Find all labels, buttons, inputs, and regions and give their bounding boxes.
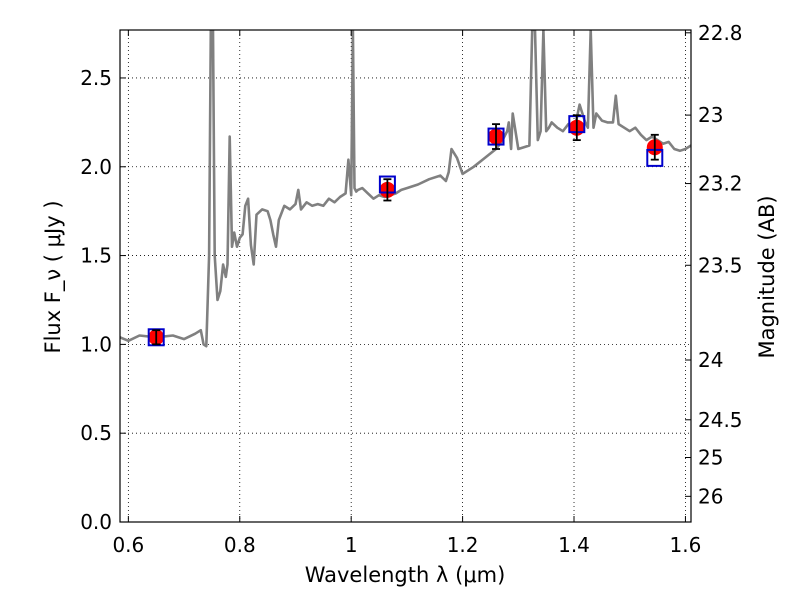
y-tick-label: 2.5: [80, 66, 112, 90]
spectrum-line: [120, 30, 691, 348]
x-tick-label: 1: [345, 533, 358, 557]
magnitude-axis-ticks: 22.8 23 23.2 23.5 24 24.5 25 26: [685, 21, 743, 508]
x-tick-label: 1.4: [558, 533, 590, 557]
x-tick-label: 0.8: [224, 533, 256, 557]
mag-tick-label: 24.5: [698, 408, 743, 432]
y-tick-label: 0.0: [80, 510, 112, 534]
x-tick-label: 0.6: [112, 533, 144, 557]
mag-tick-label: 23: [698, 103, 723, 127]
x-tick-label: 1.2: [447, 533, 479, 557]
y-tick-label: 1.5: [80, 244, 112, 268]
x-tick-label: 1.6: [670, 533, 702, 557]
right-axis-label: Magnitude (AB): [755, 195, 779, 358]
y-axis-label: Flux F_ν ( μJy ): [41, 200, 66, 353]
y-tick-label: 0.5: [80, 421, 112, 445]
y-tick-label: 2.0: [80, 155, 112, 179]
plot-frame: [119, 29, 692, 523]
y-tick-label: 1.0: [80, 332, 112, 356]
x-axis-label: Wavelength λ (μm): [305, 563, 506, 587]
mag-tick-label: 26: [698, 484, 723, 508]
mag-tick-label: 23.2: [698, 172, 743, 196]
mag-tick-label: 23.5: [698, 253, 743, 277]
spectrum: [120, 30, 691, 348]
mag-tick-label: 24: [698, 348, 723, 372]
mag-tick-label: 22.8: [698, 21, 743, 45]
y-axis-ticks: 0.0 0.5 1.0 1.5 2.0 2.5: [80, 66, 126, 534]
x-axis-ticks: 0.6 0.8 1 1.2 1.4 1.6: [112, 30, 701, 557]
photometry: [147, 114, 664, 347]
mag-tick-label: 25: [698, 446, 723, 470]
